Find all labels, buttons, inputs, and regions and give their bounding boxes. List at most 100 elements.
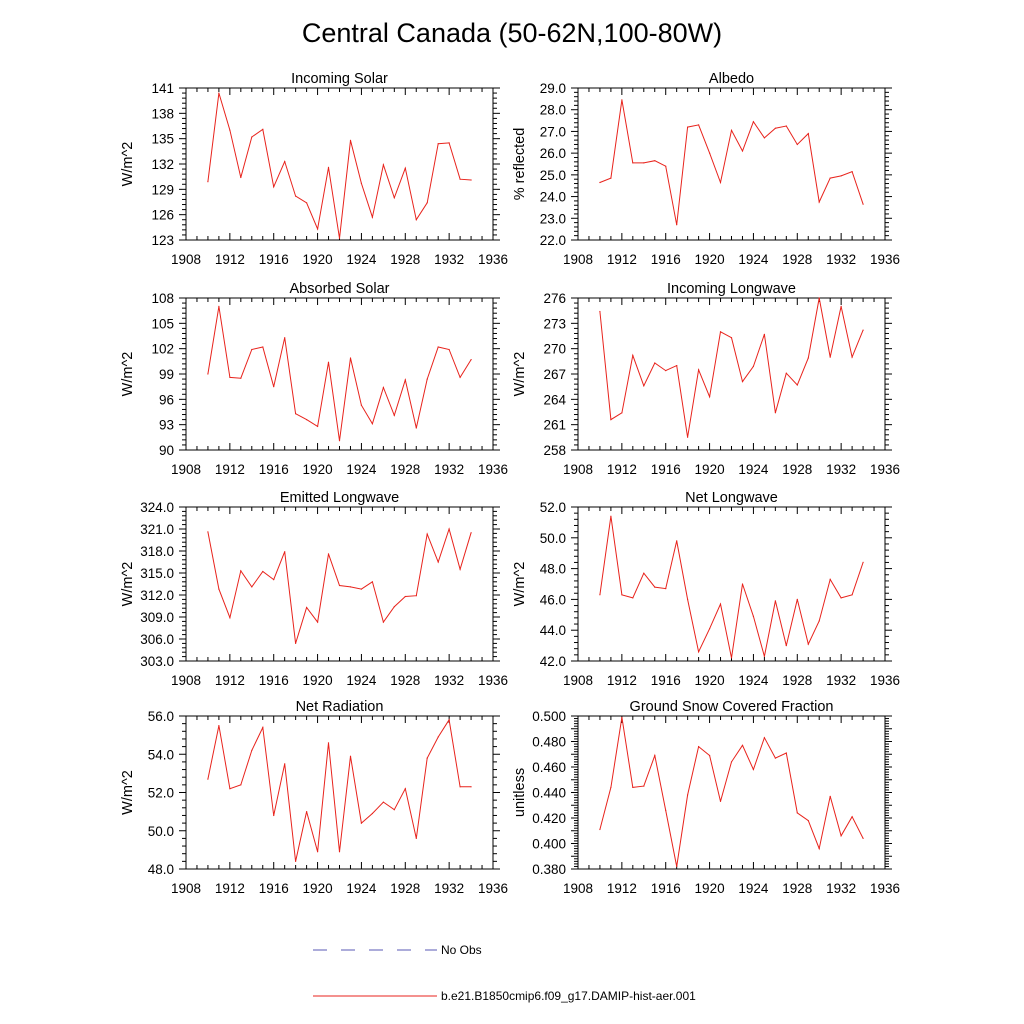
series-line: [599, 717, 864, 867]
data-point: [621, 412, 623, 414]
data-point: [295, 860, 297, 863]
plot-frame: [577, 715, 886, 870]
legend-model-label: b.e21.B1850cmip6.f09_g17.DAMIP-hist-aer.…: [441, 989, 696, 1003]
data-point: [382, 801, 384, 803]
data-point: [840, 175, 842, 177]
y-tick-label: 141: [151, 81, 174, 96]
data-point: [698, 746, 700, 748]
x-tick-label: 1908: [171, 673, 201, 688]
data-point: [676, 365, 678, 367]
x-tick-label: 1916: [259, 673, 289, 688]
data-point: [404, 595, 406, 598]
data-point: [851, 171, 853, 173]
data-point: [284, 160, 286, 163]
y-tick-label: 126: [151, 208, 174, 223]
y-tick-label: 23.0: [540, 211, 566, 226]
x-tick-label: 1912: [215, 881, 245, 896]
series-line: [599, 99, 864, 225]
x-tick-label: 1920: [303, 881, 333, 896]
data-point: [404, 379, 406, 381]
data-point: [752, 615, 755, 617]
data-point: [610, 786, 612, 789]
data-point: [741, 583, 744, 585]
x-tick-label: 1908: [171, 462, 201, 477]
data-point: [273, 386, 275, 388]
panel-ground-snow-covered-fraction: Ground Snow Covered Fraction unitless 1908…: [512, 699, 900, 896]
data-point: [338, 851, 341, 853]
data-point: [415, 837, 417, 840]
data-point: [306, 811, 308, 813]
data-point: [709, 396, 711, 398]
data-point: [218, 92, 220, 94]
y-tick-label: 0.480: [532, 735, 566, 750]
legend-obs-label: No Obs: [441, 943, 482, 957]
data-point: [752, 121, 755, 123]
data-point: [665, 809, 667, 812]
panel-title: Albedo: [709, 71, 754, 87]
data-point: [687, 436, 689, 438]
data-point: [251, 586, 253, 588]
data-point: [796, 598, 798, 601]
y-axis-label: W/m^2: [120, 352, 136, 397]
y-tick-label: 135: [151, 132, 174, 147]
data-point: [382, 386, 384, 389]
y-tick-label: 270: [543, 342, 566, 357]
x-tick-label: 1920: [303, 673, 333, 688]
x-tick-label: 1908: [563, 673, 593, 688]
x-tick-label: 1908: [563, 881, 593, 896]
data-point: [785, 645, 787, 647]
data-point: [665, 370, 667, 372]
plot-frame: [577, 506, 886, 662]
data-point: [229, 788, 231, 790]
panels-container: Incoming Solar W/m^2 1908 1912 1916 1920 1924 1…: [120, 71, 900, 896]
data-point: [218, 305, 220, 307]
data-point: [360, 822, 362, 824]
x-tick-label: 1924: [738, 252, 769, 267]
data-point: [360, 404, 362, 406]
y-tick-label: 123: [151, 233, 174, 248]
data-point: [840, 305, 842, 307]
data-point: [426, 757, 428, 759]
y-tick-label: 273: [543, 316, 566, 331]
data-point: [415, 427, 417, 429]
panel-title: Incoming Solar: [291, 71, 388, 87]
y-tick-label: 132: [151, 157, 174, 172]
y-tick-label: 44.0: [540, 623, 566, 638]
y-tick-label: 309.0: [140, 610, 174, 625]
data-point: [317, 851, 319, 853]
data-point: [840, 597, 842, 599]
data-point: [796, 143, 798, 146]
x-tick-label: 1908: [563, 252, 593, 267]
data-point: [327, 742, 330, 744]
data-point: [709, 628, 711, 630]
data-point: [698, 651, 700, 653]
data-point: [763, 737, 766, 739]
data-point: [273, 579, 275, 581]
data-point: [251, 749, 253, 752]
data-point: [470, 532, 472, 534]
data-point: [687, 598, 689, 601]
data-point: [774, 757, 777, 759]
data-point: [448, 719, 450, 721]
data-point: [643, 385, 645, 387]
data-point: [676, 865, 678, 868]
panel-title: Net Radiation: [296, 699, 384, 715]
data-point: [851, 356, 853, 358]
y-tick-label: 28.0: [540, 103, 566, 118]
data-point: [393, 809, 395, 811]
data-point: [851, 594, 853, 596]
data-point: [448, 348, 450, 351]
x-tick-label: 1916: [651, 462, 681, 477]
y-tick-label: 29.0: [540, 81, 566, 96]
x-tick-label: 1916: [651, 881, 681, 896]
y-tick-label: 108: [151, 291, 174, 306]
data-point: [437, 346, 439, 348]
data-point: [207, 181, 209, 183]
x-tick-label: 1928: [390, 462, 420, 477]
data-point: [829, 177, 831, 179]
plot-frame: [185, 715, 494, 870]
data-point: [687, 794, 689, 796]
series-line: [207, 306, 472, 441]
panel-albedo: Albedo % reflected 1908 1912 1916 1920 1924 192…: [512, 71, 900, 267]
data-point: [426, 378, 428, 380]
